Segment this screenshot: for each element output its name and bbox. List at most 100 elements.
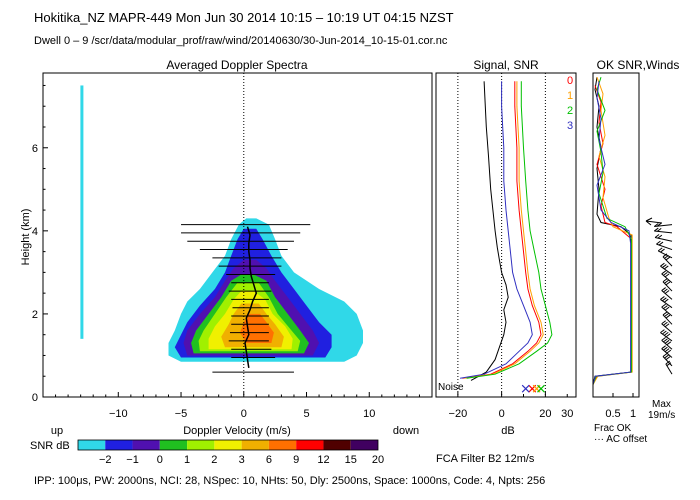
params-line: IPP: 100μs, PW: 2000ns, NCI: 28, NSpec: … — [34, 475, 545, 487]
signal-series-1 — [464, 81, 544, 379]
wind-barb — [654, 224, 673, 227]
wind-barbs — [645, 217, 673, 375]
wind-barb-flag — [660, 262, 665, 267]
y-tick-label: 6 — [32, 143, 38, 155]
colorbar-cell — [323, 440, 351, 450]
wind-barb-flag — [660, 248, 665, 253]
wind-barb-flag — [665, 256, 671, 261]
signal-x-tick-label: −20 — [449, 408, 468, 420]
wind-barb-flag — [656, 227, 662, 232]
colorbar-tick-label: −1 — [126, 454, 139, 466]
wind-barb-flag — [657, 234, 663, 239]
wind-barb-flag — [664, 290, 670, 294]
signal-series-0 — [462, 81, 542, 379]
wind-barb-flag — [665, 360, 671, 365]
colorbar-tick-label: 12 — [317, 454, 329, 466]
frac-ok-series-2 — [592, 77, 632, 385]
wind-barb-flag — [662, 330, 667, 335]
signal-x-tick-label: 0 — [499, 408, 505, 420]
frac-ok-series-3 — [592, 81, 632, 385]
title-line: Hokitika_NZ MAPR-449 Mon Jun 30 2014 10:… — [34, 10, 454, 25]
wind-barb-flag — [660, 296, 665, 300]
wind-barb-flag — [663, 346, 668, 351]
colorbar-cell — [214, 440, 242, 450]
colorbar-cell — [350, 440, 378, 450]
legend-label-2: 2 — [567, 105, 573, 117]
frac-ok-label: Frac OK — [594, 423, 632, 434]
legend-label-0: 0 — [567, 75, 573, 87]
wind-barb-flag — [663, 265, 669, 270]
height-axis-label: Height (km) — [20, 209, 32, 266]
colorbar-tick-label: 15 — [345, 454, 357, 466]
signal-snr-plot: −20 0 2 0 30 — [449, 73, 573, 420]
wind-barb-flag — [664, 348, 670, 353]
colorbar-cell — [78, 440, 106, 450]
top-wind-arrow — [645, 217, 663, 226]
wind-barb-flag — [653, 223, 659, 227]
wind-barb-flag — [663, 305, 668, 310]
wind-barb-flag — [661, 270, 666, 275]
wind-barb — [661, 290, 673, 300]
wind-barb-flag — [663, 288, 668, 293]
wind-barb-flag — [663, 332, 669, 336]
signal-frame — [435, 72, 577, 398]
max-wind-label: Max — [652, 399, 671, 410]
wind-barb-flag — [662, 297, 667, 302]
wind-barb-flag — [665, 356, 671, 361]
spectral-width-bars — [181, 224, 311, 373]
spectra-frame — [42, 72, 433, 398]
legend-label-1: 1 — [567, 90, 573, 102]
signal-series-2 — [466, 81, 553, 379]
wind-barb — [657, 250, 673, 259]
wind-barb-flag — [666, 341, 672, 346]
wind-barb-flag — [656, 240, 661, 245]
winds-title: OK SNR,Winds — [597, 58, 680, 72]
max-wind-value: 19m/s — [648, 410, 675, 421]
wind-barb-flag — [664, 279, 669, 284]
signal-series-Noise floor — [470, 81, 509, 381]
colorbar-tick-label: 0 — [157, 454, 163, 466]
frac-ok-series-0 — [592, 85, 633, 385]
spectra-title: Averaged Doppler Spectra — [166, 58, 308, 72]
signal-series-3 — [460, 81, 533, 379]
x-tick-label: 5 — [303, 408, 309, 420]
frac-ok-series-1 — [592, 77, 633, 385]
filter-label: FCA Filter B2 12m/s — [436, 453, 535, 465]
spectra-heatmap — [80, 85, 363, 362]
wind-barb — [661, 323, 673, 333]
wind-barb-flag — [664, 313, 669, 317]
colorbar-label: SNR dB — [30, 440, 70, 452]
wind-barb-flag — [661, 287, 666, 291]
wind-barb-flag — [662, 253, 668, 258]
wind-barb-flag — [666, 349, 672, 354]
ac-offset-label: ··· AC offset — [594, 434, 647, 445]
x-tick-label: −5 — [175, 408, 188, 420]
clutter-stripe — [80, 85, 84, 339]
colorbar-cell — [296, 440, 324, 450]
legend-label-3: 3 — [567, 120, 573, 132]
noise-label: Noise — [438, 382, 464, 393]
wind-barb-flag — [660, 329, 665, 334]
colorbar-cell — [132, 440, 160, 450]
noise-marker — [537, 384, 545, 393]
wind-barb-flag — [664, 273, 670, 278]
wind-barb-flag — [664, 306, 670, 311]
mean-velocity-profile — [244, 226, 258, 369]
colorbar-cell — [159, 440, 188, 450]
wind-barb-flag — [661, 320, 666, 325]
winds-x-tick-label: 0.5 — [605, 408, 620, 420]
x-tick-label: 0 — [241, 408, 247, 420]
wind-barb-flag — [656, 222, 662, 227]
ok-snr-winds-plot: 0.5 1 — [592, 77, 636, 420]
wind-barb — [660, 265, 673, 275]
wind-barb-flag — [663, 271, 668, 276]
signal-title: Signal, SNR — [473, 58, 539, 72]
mean-velocity-line — [244, 226, 258, 369]
colorbar-tick-label: 1 — [184, 454, 190, 466]
colorbar-cell — [268, 440, 297, 450]
signal-x-tick-label: 30 — [561, 408, 573, 420]
wind-barb-flag — [664, 354, 669, 359]
wind-barb-flag — [653, 227, 659, 232]
wind-barb-flag — [657, 247, 663, 252]
